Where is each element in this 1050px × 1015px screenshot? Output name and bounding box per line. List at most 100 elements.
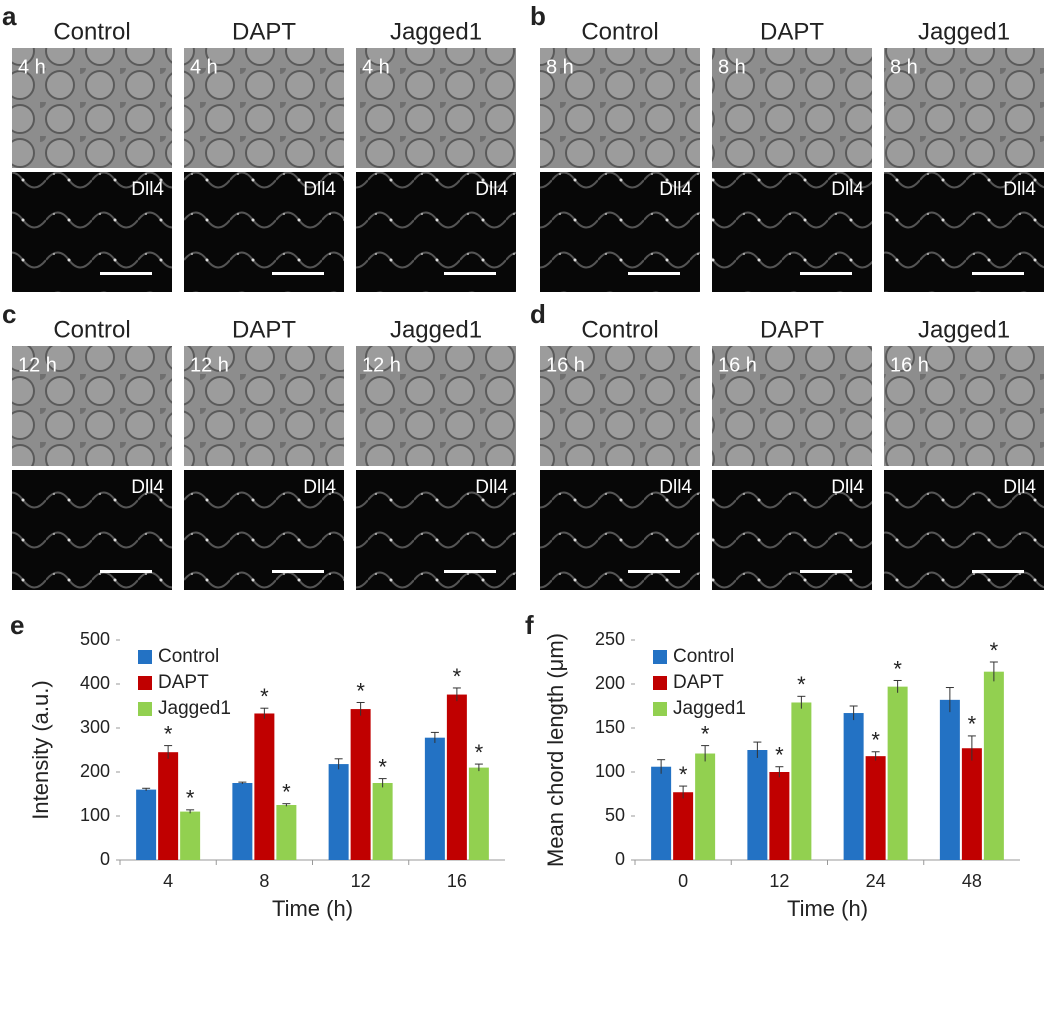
- phase-image: [540, 346, 700, 466]
- legend-label: Jagged1: [158, 698, 231, 719]
- significance-mark: *: [378, 754, 387, 779]
- time-label: 8 h: [718, 56, 746, 78]
- scale-bar: [800, 570, 852, 573]
- phase-image: [884, 48, 1044, 168]
- y-tick-label: 0: [100, 849, 110, 869]
- significance-mark: *: [186, 786, 195, 811]
- y-tick-label: 100: [595, 761, 625, 781]
- time-label: 8 h: [546, 56, 574, 78]
- y-tick-label: 500: [80, 629, 110, 649]
- stain-label: Dll4: [131, 179, 164, 200]
- x-tick-label: 12: [351, 871, 371, 891]
- significance-mark: *: [701, 721, 710, 746]
- x-tick-label: 12: [769, 871, 789, 891]
- significance-mark: *: [260, 684, 269, 709]
- scale-bar: [100, 570, 152, 573]
- bar: [791, 702, 812, 860]
- time-label: 4 h: [190, 56, 218, 78]
- stain-label: Dll4: [475, 477, 508, 498]
- stain-label: Dll4: [475, 179, 508, 200]
- legend-label: DAPT: [158, 672, 209, 693]
- bar: [372, 783, 393, 860]
- time-label: 12 h: [190, 354, 229, 376]
- y-tick-label: 250: [595, 629, 625, 649]
- panel-letter: a: [2, 1, 17, 31]
- bar: [232, 783, 253, 860]
- bar: [651, 766, 672, 860]
- phase-image: [356, 48, 516, 168]
- legend-swatch: [138, 676, 152, 690]
- y-tick-label: 100: [80, 805, 110, 825]
- time-label: 4 h: [18, 56, 46, 78]
- time-label: 12 h: [362, 354, 401, 376]
- significance-mark: *: [164, 721, 173, 746]
- significance-mark: *: [797, 672, 806, 697]
- column-label: Control: [53, 18, 130, 45]
- column-label: DAPT: [232, 316, 296, 343]
- scale-bar: [628, 272, 680, 275]
- scale-bar: [800, 272, 852, 275]
- significance-mark: *: [775, 743, 784, 768]
- column-label: Control: [53, 316, 130, 343]
- bar: [276, 805, 297, 860]
- bar: [158, 752, 179, 860]
- significance-mark: *: [990, 638, 999, 663]
- significance-mark: *: [871, 728, 880, 753]
- x-tick-label: 0: [678, 871, 688, 891]
- x-tick-label: 24: [866, 871, 886, 891]
- bar: [695, 753, 716, 860]
- significance-mark: *: [893, 656, 902, 681]
- phase-image: [356, 346, 516, 466]
- scale-bar: [444, 272, 496, 275]
- scale-bar: [444, 570, 496, 573]
- stain-label: Dll4: [831, 477, 864, 498]
- time-label: 8 h: [890, 56, 918, 78]
- phase-image: [184, 346, 344, 466]
- bar: [843, 713, 864, 860]
- phase-image: [712, 48, 872, 168]
- time-label: 16 h: [546, 354, 585, 376]
- x-tick-label: 16: [447, 871, 467, 891]
- time-label: 4 h: [362, 56, 390, 78]
- stain-label: Dll4: [1003, 477, 1036, 498]
- bar: [865, 756, 886, 860]
- panel-letter: d: [530, 299, 546, 329]
- column-label: Jagged1: [918, 18, 1010, 45]
- stain-label: Dll4: [831, 179, 864, 200]
- significance-mark: *: [679, 762, 688, 787]
- panel-letter: b: [530, 1, 546, 31]
- y-axis-title: Intensity (a.u.): [28, 680, 53, 819]
- bar: [446, 694, 467, 860]
- significance-mark: *: [475, 740, 484, 765]
- bar: [350, 709, 371, 860]
- phase-image: [884, 346, 1044, 466]
- x-axis-title: Time (h): [272, 896, 353, 921]
- significance-mark: *: [282, 779, 291, 804]
- phase-image: [12, 346, 172, 466]
- legend-swatch: [653, 650, 667, 664]
- significance-mark: *: [968, 712, 977, 737]
- bar: [939, 699, 960, 860]
- y-tick-label: 400: [80, 673, 110, 693]
- bar: [961, 748, 982, 860]
- legend-label: Jagged1: [673, 698, 746, 719]
- panel-letter: f: [525, 610, 534, 640]
- bar: [747, 750, 768, 860]
- column-label: Jagged1: [918, 316, 1010, 343]
- stain-label: Dll4: [131, 477, 164, 498]
- legend-label: Control: [673, 646, 734, 667]
- y-tick-label: 200: [595, 673, 625, 693]
- x-tick-label: 4: [163, 871, 173, 891]
- phase-image: [12, 48, 172, 168]
- legend-swatch: [653, 702, 667, 716]
- y-axis-title: Mean chord length (μm): [543, 633, 568, 867]
- y-tick-label: 300: [80, 717, 110, 737]
- x-tick-label: 8: [259, 871, 269, 891]
- stain-label: Dll4: [659, 179, 692, 200]
- stain-label: Dll4: [659, 477, 692, 498]
- bar: [468, 767, 489, 860]
- legend-label: Control: [158, 646, 219, 667]
- x-axis-title: Time (h): [787, 896, 868, 921]
